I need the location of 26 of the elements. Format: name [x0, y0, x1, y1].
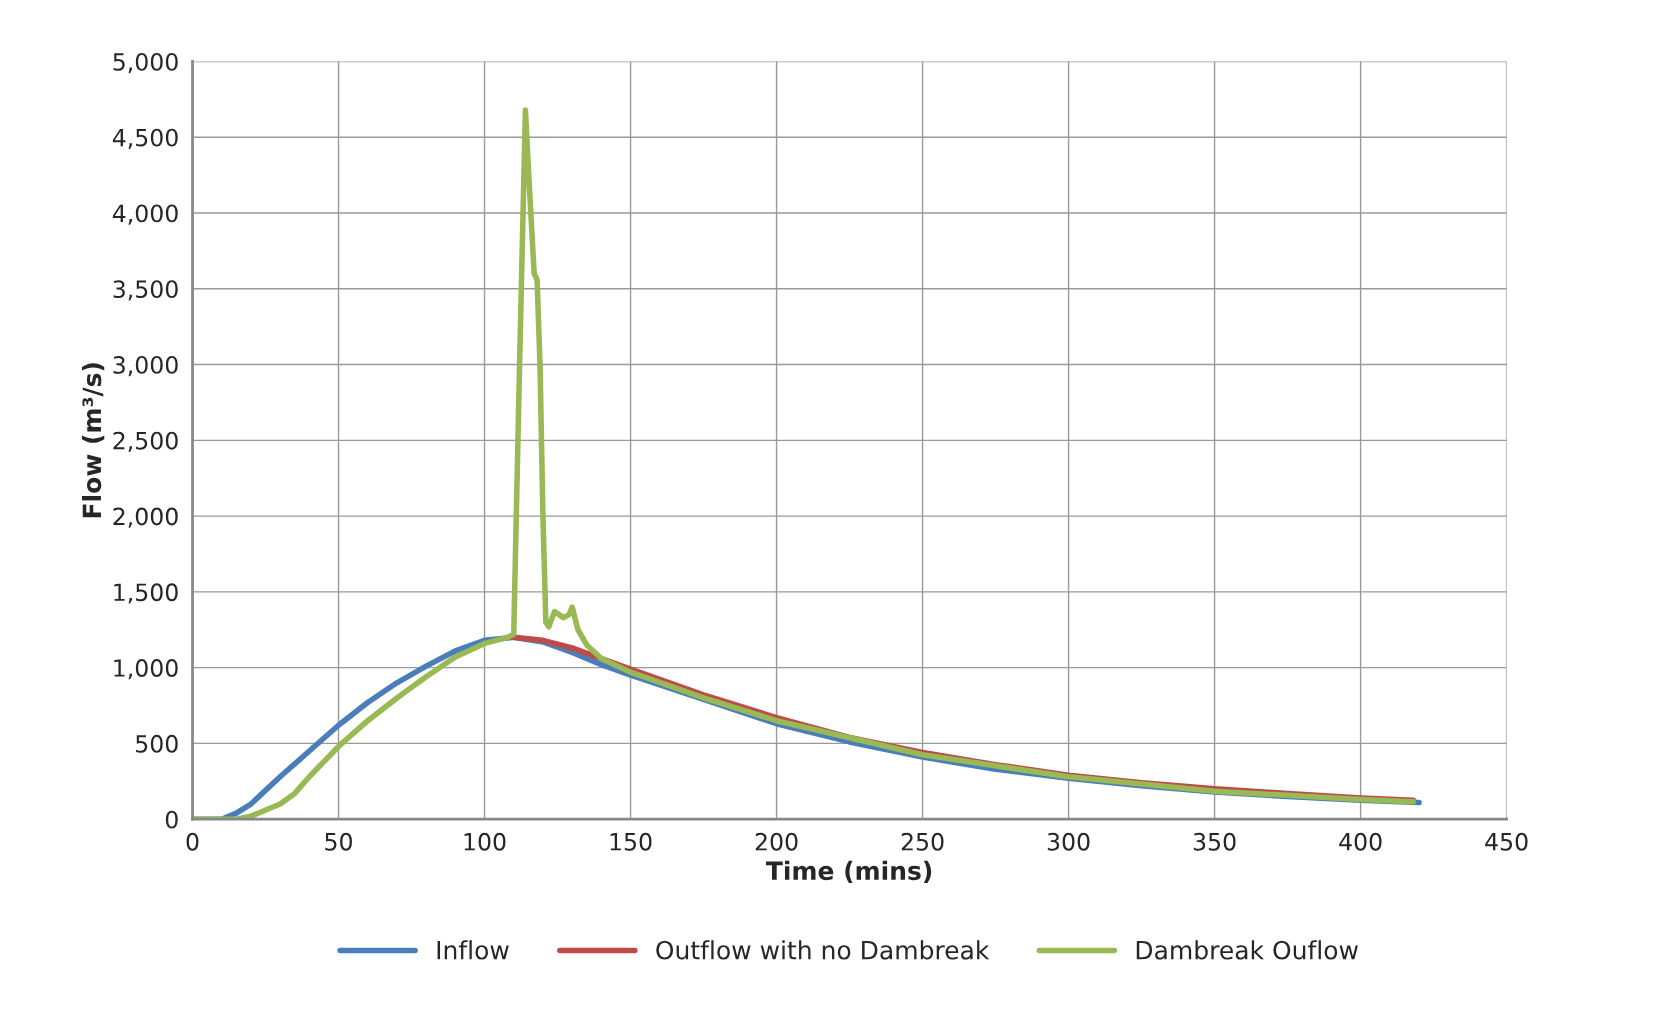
y-tick-label: 1,500 — [114, 583, 178, 604]
y-tick-label: 0 — [165, 810, 178, 829]
x-tick-label: 350 — [1193, 832, 1236, 851]
y-tick-label: 2,500 — [113, 431, 178, 453]
x-tick-label: 0 — [186, 832, 199, 851]
y-tick-label: 2,000 — [113, 507, 178, 528]
x-tick-label: 300 — [1047, 832, 1090, 851]
x-tick-label: 200 — [755, 832, 798, 851]
y-tick-label: 500 — [136, 734, 178, 753]
x-tick-label: 400 — [1339, 832, 1382, 851]
x-tick-label: 100 — [464, 832, 506, 851]
legend-label: Inflow — [437, 940, 509, 960]
x-tick-label: 50 — [325, 832, 352, 851]
y-tick-label: 4,000 — [112, 204, 178, 225]
x-axis-title: Time (mins) — [765, 860, 932, 884]
y-axis-title: Flow (m³/s) — [81, 363, 105, 518]
x-tick-label: 250 — [901, 832, 944, 851]
y-tick-label: 4,500 — [112, 128, 178, 149]
y-tick-label: 1,000 — [114, 659, 178, 680]
y-tick-label: 3,500 — [113, 280, 178, 301]
x-tick-label: 450 — [1485, 832, 1528, 851]
x-tick-label: 150 — [610, 832, 652, 851]
y-tick-label: 5,000 — [113, 52, 178, 74]
legend-label: Dambreak Ouflow — [1136, 940, 1358, 960]
y-tick-label: 3,000 — [113, 355, 178, 377]
legend-label: Outflow with no Dambreak — [656, 940, 990, 960]
